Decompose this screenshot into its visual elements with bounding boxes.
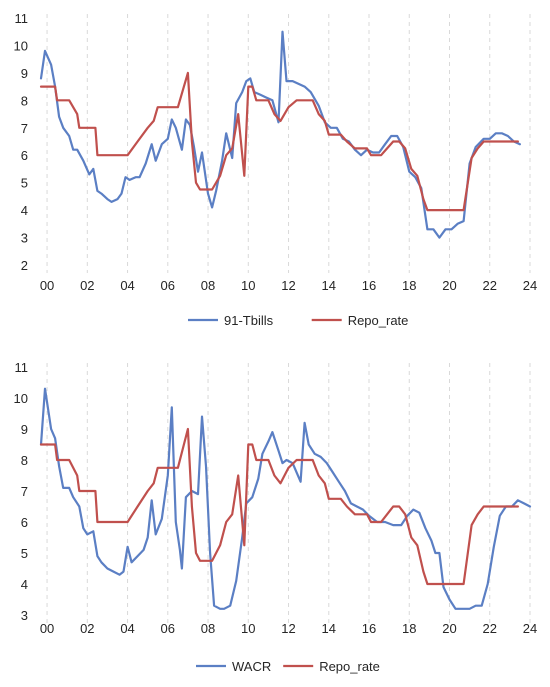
- x-tick-label: 20: [442, 278, 456, 293]
- y-tick-label: 8: [21, 453, 28, 468]
- x-tick-label: 08: [201, 621, 215, 636]
- x-tick-label: 10: [241, 621, 255, 636]
- x-tick-label: 22: [483, 278, 497, 293]
- legend-label: 91-Tbills: [224, 313, 274, 328]
- wacr-repo-chart: 3 4 5 6 7 8 9 10 11 00 02 04 06 08 10 12 14 16 18 20 22 24 WAC…: [14, 360, 538, 674]
- x-tick-label: 24: [523, 278, 537, 293]
- y-tick-label: 11: [15, 360, 29, 375]
- x-tick-label: 16: [362, 278, 376, 293]
- x-tick-label: 00: [40, 621, 54, 636]
- y-tick-label: 5: [21, 546, 28, 561]
- y-tick-label: 10: [14, 38, 28, 53]
- y-tick-label: 4: [21, 203, 28, 218]
- series-line-91-tbills: [39, 30, 521, 239]
- y-tick-label: 3: [21, 231, 28, 246]
- legend-label: Repo_rate: [348, 313, 409, 328]
- legend-label: WACR: [232, 659, 271, 674]
- x-tick-label: 20: [442, 621, 456, 636]
- legend-label: Repo_rate: [319, 659, 380, 674]
- y-tick-label: 6: [21, 515, 28, 530]
- series-line-repo-rate: [39, 427, 519, 586]
- y-tick-label: 7: [21, 484, 28, 499]
- y-tick-label: 10: [14, 391, 28, 406]
- x-tick-label: 02: [80, 278, 94, 293]
- y-tick-label: 7: [21, 121, 28, 136]
- x-tick-label: 14: [322, 621, 336, 636]
- x-tick-label: 00: [40, 278, 54, 293]
- y-tick-label: 6: [21, 148, 28, 163]
- x-tick-label: 02: [80, 621, 94, 636]
- y-tick-label: 2: [21, 258, 28, 273]
- x-tick-label: 10: [241, 278, 255, 293]
- y-tick-label: 3: [21, 608, 28, 623]
- x-tick-label: 04: [120, 621, 134, 636]
- x-tick-label: 12: [281, 621, 295, 636]
- series-line-repo-rate: [39, 71, 519, 212]
- y-tick-label: 9: [21, 422, 28, 437]
- x-tick-label: 14: [322, 278, 336, 293]
- y-tick-label: 5: [21, 176, 28, 191]
- y-tick-label: 11: [15, 11, 29, 26]
- x-tick-label: 04: [120, 278, 134, 293]
- x-tick-label: 22: [483, 621, 497, 636]
- x-tick-label: 08: [201, 278, 215, 293]
- x-tick-label: 24: [523, 621, 537, 636]
- x-tick-label: 06: [161, 278, 175, 293]
- series-line-wacr: [39, 387, 532, 610]
- y-tick-label: 9: [21, 66, 28, 81]
- x-tick-label: 12: [281, 278, 295, 293]
- x-tick-label: 06: [161, 621, 175, 636]
- tbills-repo-chart: 2 3 4 5 6 7 8 9 10 11 00 02 04 06 08 10 12 14 16 18 20 22 24 91…: [14, 11, 538, 328]
- x-tick-label: 18: [402, 278, 416, 293]
- x-tick-label: 18: [402, 621, 416, 636]
- y-tick-label: 8: [21, 93, 28, 108]
- x-tick-label: 16: [362, 621, 376, 636]
- y-tick-label: 4: [21, 577, 28, 592]
